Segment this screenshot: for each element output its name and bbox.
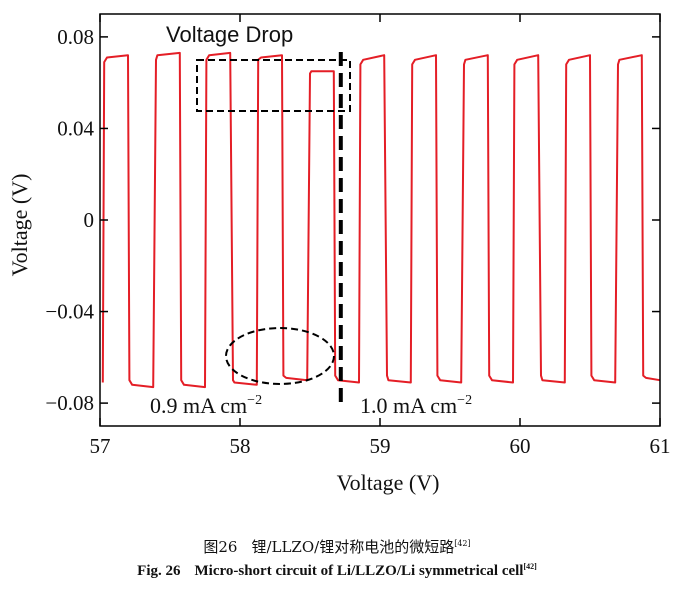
x-tick-label: 60	[510, 434, 531, 458]
x-tick-label: 57	[90, 434, 111, 458]
x-tick-label: 61	[650, 434, 671, 458]
voltage-trace-line	[101, 51, 661, 389]
voltage-trace-group	[101, 51, 661, 389]
caption-en-reference: [42]	[523, 562, 537, 571]
caption-cn-fig-number: 图26	[203, 538, 238, 556]
right-current-text: 1.0 mA cm	[360, 393, 457, 418]
caption-english: Fig. 26 Micro-short circuit of Li/LLZO/Li…	[0, 562, 674, 580]
caption-chinese: 图26 锂/LLZO/锂对称电池的微短路[42]	[0, 536, 674, 557]
y-tick-label: −0.08	[45, 391, 94, 415]
x-tick-label: 58	[230, 434, 251, 458]
caption-en-title: Micro-short circuit of Li/LLZO/Li symmet…	[194, 563, 524, 579]
voltage-chart: 0.08 0.04 0 −0.04 −0.08 57 58 59 60 61 Voltage (…	[7, 13, 671, 495]
plot-frame	[99, 13, 661, 427]
y-tick-label: 0.04	[57, 116, 94, 140]
right-current-density-label: 1.0 mA cm−2	[360, 393, 472, 418]
caption-cn-reference: [42]	[454, 539, 471, 548]
voltage-drop-ellipse	[225, 327, 335, 385]
y-tick-label: 0	[84, 208, 95, 232]
y-tick-label: −0.04	[45, 300, 94, 324]
voltage-drop-box	[196, 59, 351, 112]
x-tick-label: 59	[370, 434, 391, 458]
y-axis-label: Voltage (V)	[7, 174, 32, 277]
caption-cn-title: 锂/LLZO/锂对称电池的微短路	[251, 538, 455, 556]
caption-en-fig-number: Fig. 26	[137, 563, 181, 579]
x-axis-label: Voltage (V)	[337, 470, 440, 495]
voltage-drop-label: Voltage Drop	[166, 22, 293, 47]
right-current-exponent: −2	[457, 393, 472, 408]
left-current-exponent: −2	[247, 393, 262, 408]
left-current-density-label: 0.9 mA cm−2	[150, 393, 262, 418]
left-current-text: 0.9 mA cm	[150, 393, 247, 418]
x-axis-ticks: 57 58 59 60 61	[90, 14, 671, 458]
y-axis-ticks: 0.08 0.04 0 −0.04 −0.08	[45, 25, 660, 415]
y-tick-label: 0.08	[57, 25, 94, 49]
